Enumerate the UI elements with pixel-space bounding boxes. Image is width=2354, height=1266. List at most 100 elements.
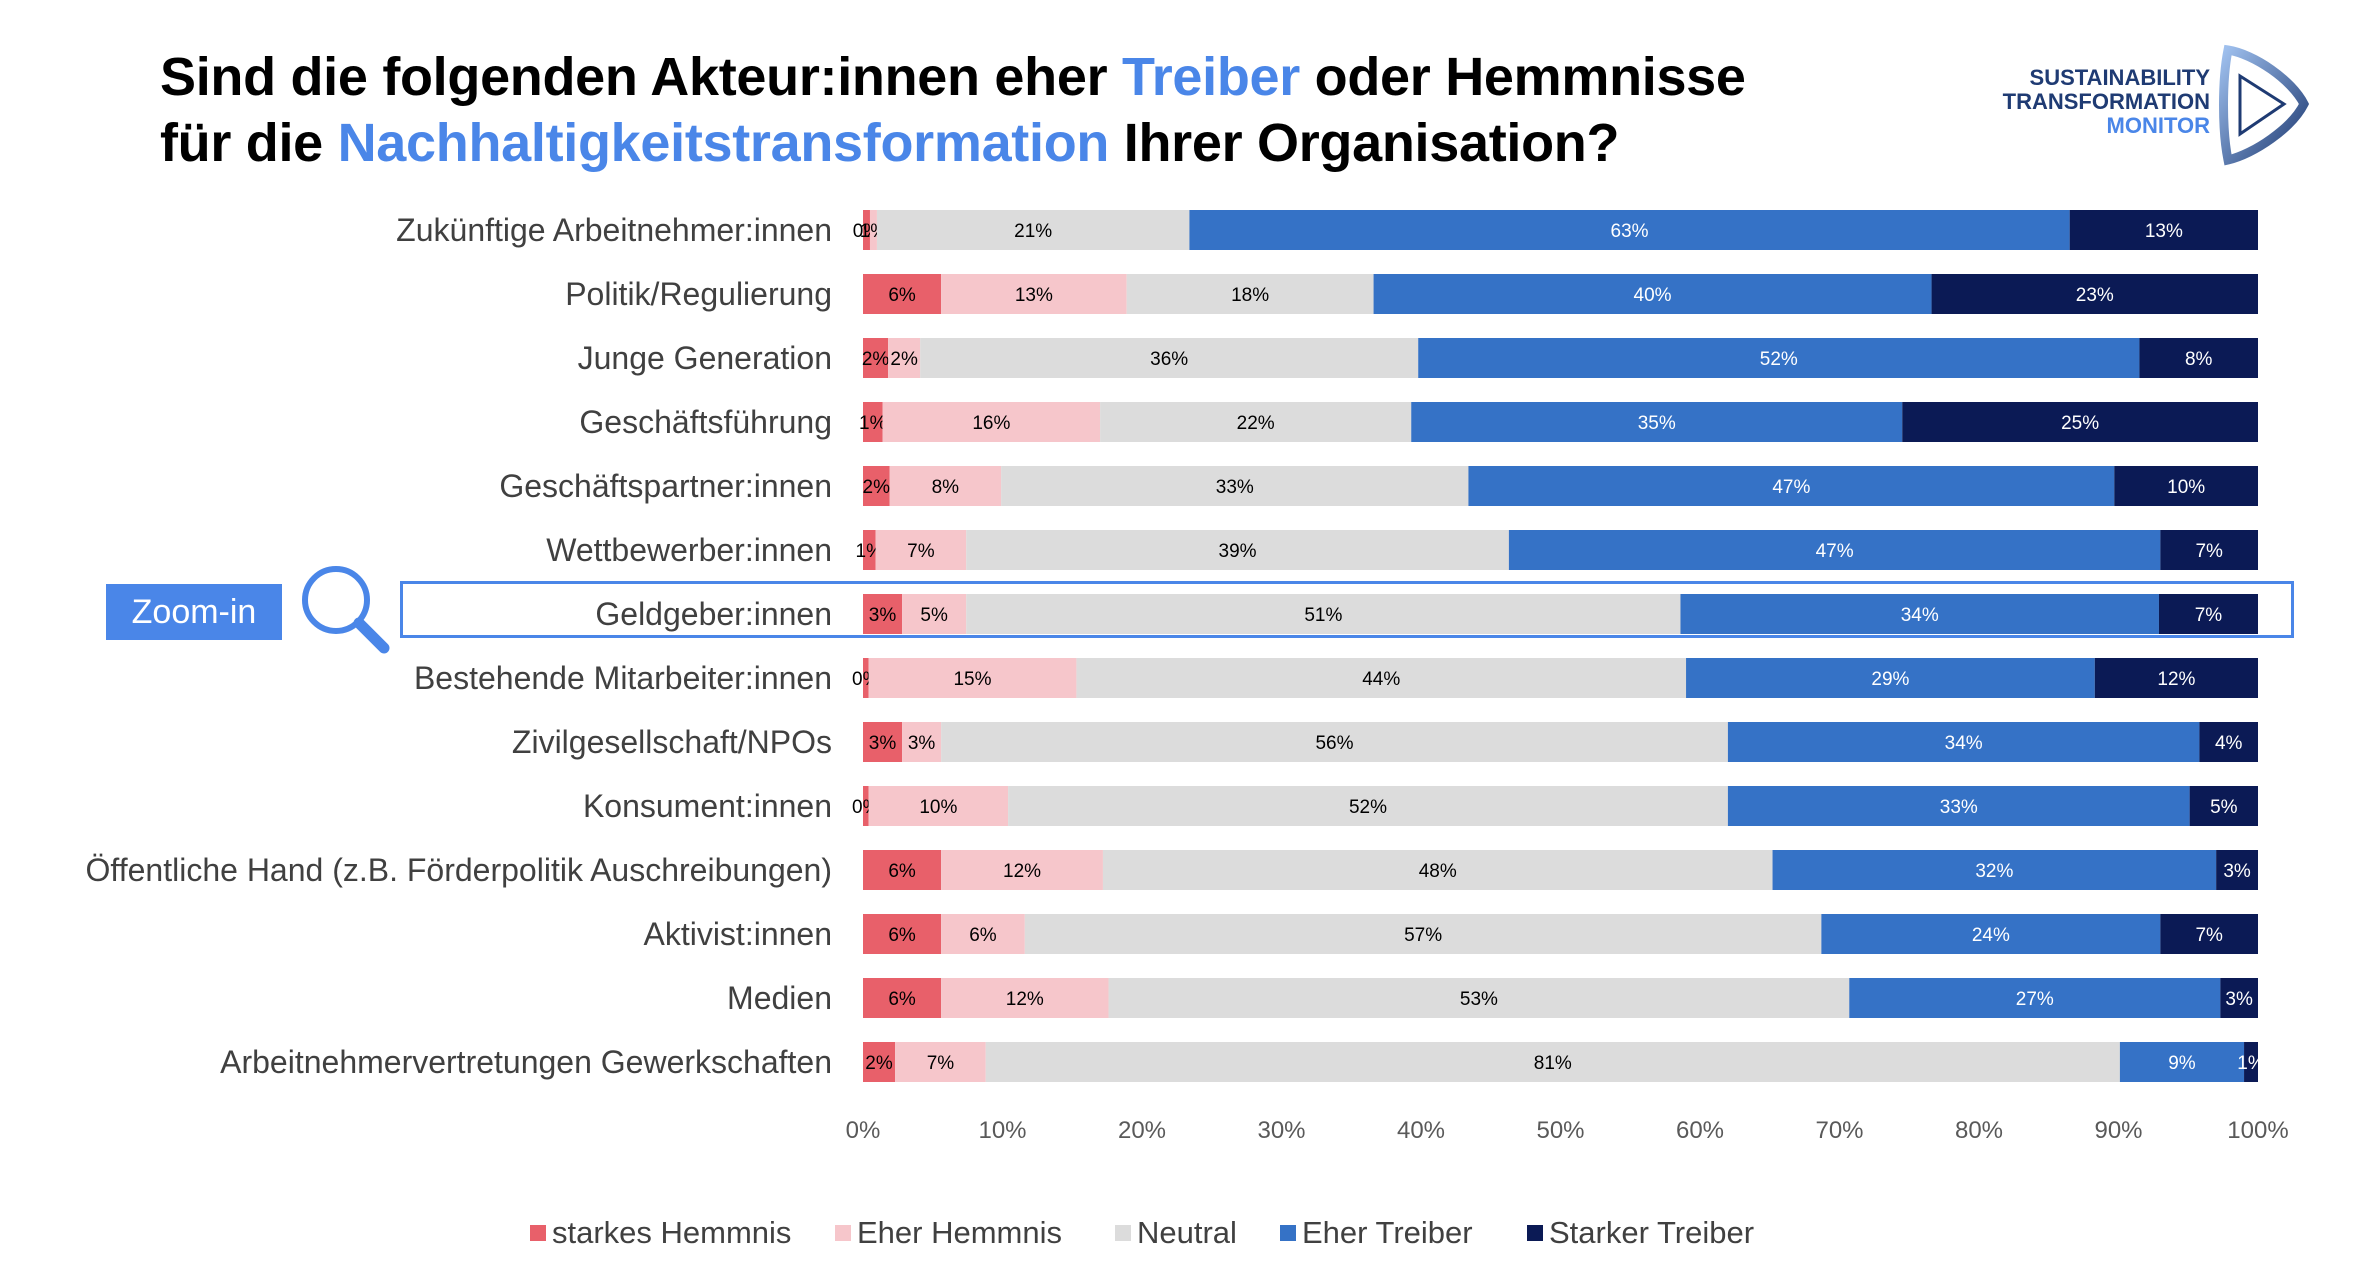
bar-segment	[1680, 594, 2159, 634]
category-label: Konsument:innen	[583, 788, 832, 824]
data-label: 7%	[2195, 541, 2223, 562]
bar-segment	[1373, 274, 1932, 314]
bar-segment	[889, 466, 1002, 506]
data-label: 4%	[2215, 733, 2243, 754]
bar-segment	[941, 914, 1025, 954]
bar-segment	[1418, 338, 2140, 378]
bar-segment	[863, 1042, 896, 1082]
data-label: 13%	[2145, 221, 2183, 242]
bar-segment	[2069, 210, 2258, 250]
zoom-in-badge: Zoom-in	[106, 584, 282, 640]
bar-segment	[1727, 722, 2200, 762]
bar-segment	[966, 530, 1509, 570]
bar-segment	[2119, 1042, 2245, 1082]
bar-segment	[882, 402, 1101, 442]
bar-segment	[941, 978, 1109, 1018]
data-label: 34%	[1945, 733, 1983, 754]
title-text: Sind die folgenden Akteur:innen eher	[160, 47, 1122, 107]
x-tick-label: 30%	[1257, 1117, 1305, 1144]
data-label: 63%	[1611, 221, 1649, 242]
zoom-highlight-box	[400, 581, 2294, 638]
data-label: 6%	[888, 925, 916, 946]
title-text: Ihrer Organisation?	[1109, 113, 1620, 173]
legend-label: starkes Hemmnis	[552, 1215, 791, 1250]
bar-segment	[869, 210, 877, 250]
data-label: 25%	[2061, 413, 2099, 434]
data-label: 35%	[1638, 413, 1676, 434]
bar-segment	[966, 594, 1681, 634]
category-label: Politik/Regulierung	[565, 276, 832, 312]
title-text: für die	[160, 113, 338, 173]
data-label: 24%	[1972, 925, 2010, 946]
bar-segment	[888, 338, 921, 378]
bar-segment	[863, 978, 942, 1018]
data-label: 44%	[1362, 669, 1400, 690]
legend-label: Starker Treiber	[1549, 1215, 1754, 1250]
bar-segment	[1821, 914, 2161, 954]
data-label: 5%	[920, 605, 948, 626]
bar-segment	[863, 530, 876, 570]
bar-segment	[863, 914, 942, 954]
bar-segment	[1024, 914, 1822, 954]
data-label: 15%	[953, 669, 991, 690]
bar-segment	[1008, 786, 1728, 826]
data-label: 2%	[863, 477, 891, 498]
legend-swatch	[835, 1225, 851, 1241]
bar-segment	[985, 1042, 2120, 1082]
title-highlight-treiber: Treiber	[1121, 47, 1300, 107]
data-label: 34%	[1901, 605, 1939, 626]
bar-segment	[1727, 786, 2190, 826]
bar-segment	[1686, 658, 2095, 698]
bar-segment	[1189, 210, 2070, 250]
bar-segment	[2199, 722, 2258, 762]
data-label: 39%	[1219, 541, 1257, 562]
bar-segment	[1772, 850, 2217, 890]
data-label: 3%	[908, 733, 936, 754]
bar-segment	[1108, 978, 1850, 1018]
data-label: 36%	[1150, 349, 1188, 370]
category-label: Wettbewerber:innen	[546, 532, 832, 568]
bar-segment	[1902, 402, 2258, 442]
data-label: 6%	[888, 989, 916, 1010]
bar-segment	[2094, 658, 2258, 698]
bar-segment	[868, 658, 1077, 698]
data-label: 9%	[2168, 1053, 2196, 1074]
x-tick-label: 70%	[1815, 1117, 1863, 1144]
bar-segment	[2244, 1042, 2258, 1082]
bar-segment	[876, 210, 1190, 250]
title-line-2: für die Nachhaltigkeitstransformation Ih…	[160, 110, 1960, 176]
category-label: Bestehende Mitarbeiter:innen	[414, 660, 832, 696]
legend-label: Eher Hemmnis	[857, 1215, 1062, 1250]
category-label: Medien	[727, 980, 832, 1016]
category-label: Geldgeber:innen	[595, 596, 832, 632]
bar-segment	[868, 786, 1009, 826]
data-label: 7%	[907, 541, 935, 562]
bar-segment	[875, 530, 967, 570]
bar-segment	[863, 594, 903, 634]
logo: SUSTAINABILITY TRANSFORMATION MONITOR	[1990, 40, 2310, 170]
data-label: 6%	[888, 861, 916, 882]
bar-segment	[941, 274, 1127, 314]
data-label: 13%	[1015, 285, 1053, 306]
bar-segment	[863, 210, 870, 250]
category-label: Zivilgesellschaft/NPOs	[512, 724, 832, 760]
title-text: oder Hemmnisse	[1299, 47, 1746, 107]
data-label: 12%	[1003, 861, 1041, 882]
bar-segment	[1468, 466, 2115, 506]
data-label: 51%	[1304, 605, 1342, 626]
data-label: 29%	[1871, 669, 1909, 690]
bar-segment	[1126, 274, 1374, 314]
bar-segment	[2160, 530, 2258, 570]
data-label: 7%	[2195, 605, 2223, 626]
bar-segment	[920, 338, 1419, 378]
bar-segment	[2158, 594, 2258, 634]
data-label: 2%	[865, 1053, 893, 1074]
data-label: 2%	[890, 349, 918, 370]
bar-segment	[863, 722, 903, 762]
legend-label: Neutral	[1137, 1215, 1237, 1250]
bar-segment	[1411, 402, 1903, 442]
data-label: 52%	[1349, 797, 1387, 818]
title-highlight-transformation: Nachhaltigkeitstransformation	[337, 113, 1110, 173]
legend-swatch	[530, 1225, 546, 1241]
